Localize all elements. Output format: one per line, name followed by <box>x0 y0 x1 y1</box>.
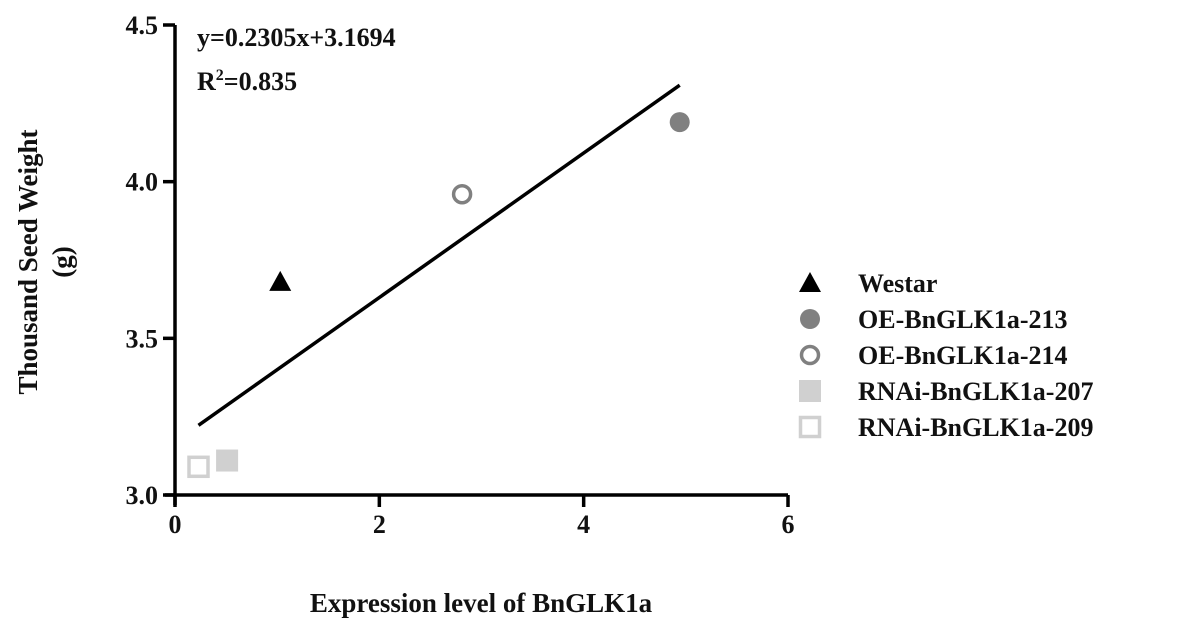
legend-marker <box>799 380 821 402</box>
legend-marker <box>800 309 820 329</box>
y-tick-label: 3.0 <box>126 481 159 510</box>
data-point-rnai-bnglk1a-209 <box>187 455 210 479</box>
r-squared-label: R2=0.835 <box>197 67 297 96</box>
x-tick-label: 4 <box>577 510 590 539</box>
data-point-oe-bnglk1a-214 <box>451 183 473 205</box>
legend-label: OE-BnGLK1a-213 <box>858 305 1067 334</box>
y-tick-label: 4.5 <box>126 11 159 40</box>
x-axis-label: Expression level of BnGLK1a <box>310 588 653 618</box>
legend-label: RNAi-BnGLK1a-209 <box>858 413 1093 442</box>
x-tick-label: 0 <box>169 510 182 539</box>
axes: 0 2 4 6 3.0 3.5 4.0 4.5 <box>126 11 795 539</box>
y-axis-label-line1: Thousand Seed Weight <box>13 129 43 394</box>
data-point-oe-bnglk1a-213 <box>669 112 690 133</box>
regression-line <box>197 83 681 427</box>
legend-label: OE-BnGLK1a-214 <box>858 341 1067 370</box>
x-tick-label: 2 <box>373 510 386 539</box>
data-points <box>187 112 690 479</box>
data-point-rnai-bnglk1a-207 <box>216 449 239 472</box>
data-point-westar <box>269 270 292 291</box>
y-axis-label-line2: (g) <box>47 246 77 277</box>
x-tick-label: 6 <box>782 510 795 539</box>
legend-marker <box>799 272 821 292</box>
legend-label: Westar <box>858 269 937 298</box>
y-tick-label: 4.0 <box>126 168 159 197</box>
y-tick-label: 3.5 <box>126 324 159 353</box>
legend-marker <box>799 344 821 366</box>
legend: Westar OE-BnGLK1a-213 OE-BnGLK1a-214 RNAi-B… <box>798 269 1093 442</box>
legend-label: RNAi-BnGLK1a-207 <box>858 377 1093 406</box>
equation-label: y=0.2305x+3.1694 <box>197 23 396 52</box>
legend-marker <box>798 415 822 439</box>
